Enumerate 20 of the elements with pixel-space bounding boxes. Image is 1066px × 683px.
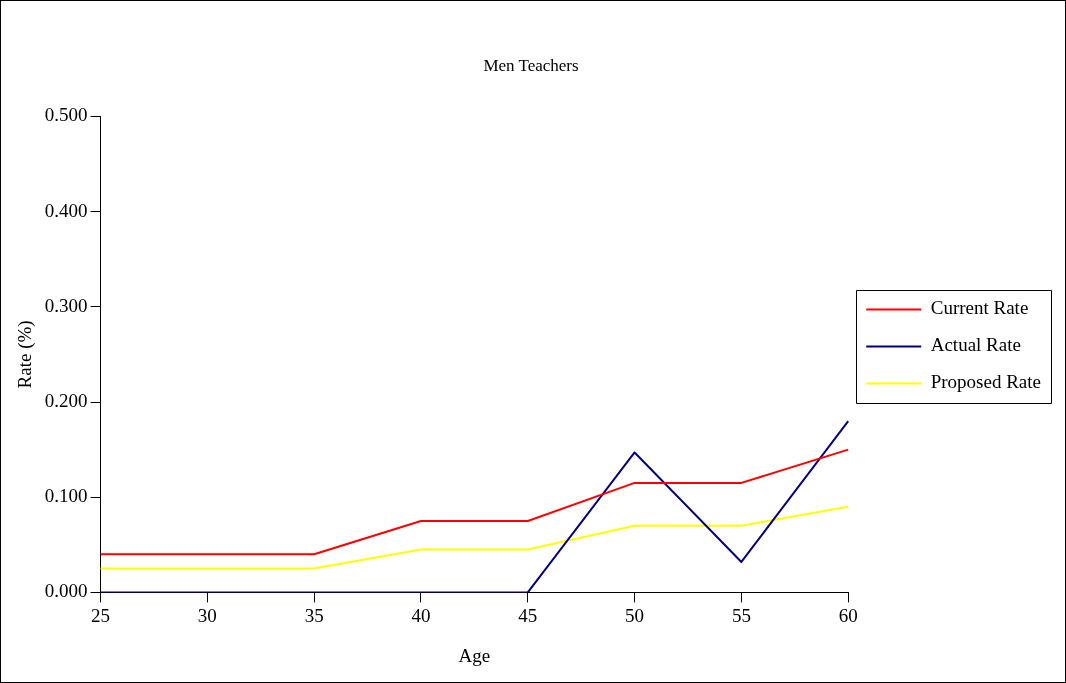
y-tick-label: 0.400 bbox=[44, 199, 88, 221]
x-tick-label: 30 bbox=[197, 604, 217, 626]
x-tick-label: 40 bbox=[411, 604, 431, 626]
legend-label: Actual Rate bbox=[930, 334, 1021, 356]
legend-label: Current Rate bbox=[930, 297, 1029, 319]
y-tick-label: 0.100 bbox=[44, 485, 88, 507]
x-tick-label: 45 bbox=[518, 604, 538, 626]
x-tick-label: 25 bbox=[91, 604, 111, 626]
legend-label: Proposed Rate bbox=[930, 371, 1042, 393]
x-tick-label: 60 bbox=[838, 604, 858, 626]
chart-title: Men Teachers bbox=[483, 55, 579, 75]
y-tick-label: 0.000 bbox=[44, 580, 88, 602]
y-tick-label: 0.200 bbox=[44, 389, 88, 411]
x-tick-label: 35 bbox=[304, 604, 324, 626]
y-axis-title: Rate (%) bbox=[14, 320, 37, 389]
x-tick-label: 50 bbox=[625, 604, 645, 626]
y-tick-label: 0.300 bbox=[44, 294, 88, 316]
x-tick-label: 55 bbox=[731, 604, 751, 626]
y-tick-label: 0.500 bbox=[44, 104, 88, 126]
x-axis-title: Age bbox=[458, 644, 491, 666]
